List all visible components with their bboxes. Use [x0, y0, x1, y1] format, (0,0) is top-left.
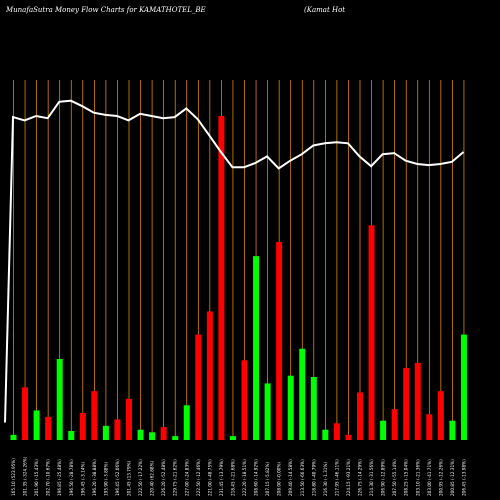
- x-tick-label: 203.10 (-21.36%): [415, 459, 420, 496]
- bar-11: [137, 429, 144, 440]
- x-tick-label: 196.45 (-52.06%): [115, 459, 120, 496]
- bar-39: [460, 334, 467, 440]
- bar-10: [126, 398, 132, 440]
- bar-12: [149, 432, 156, 440]
- x-tick-label: 229.75 (-21.62%): [173, 459, 178, 496]
- x-tick-label: 217.95 (-46.11%): [334, 459, 339, 496]
- bar-29: [345, 434, 352, 440]
- x-tick-label: 207.50 (-55.14%): [392, 459, 397, 496]
- bar-13: [160, 427, 167, 440]
- bar-14: [172, 436, 179, 440]
- x-tick-label: 195.90 (-3.88%): [103, 462, 108, 496]
- x-tick-label: 222.50 (-17.22%): [138, 459, 143, 496]
- x-tick-label: 207.15 (-5.82%): [265, 462, 270, 496]
- bar-18: [218, 116, 225, 440]
- bar-36: [426, 414, 433, 440]
- x-tick-label: 206.45 (-13.98%): [461, 459, 466, 496]
- x-tick-label: 226.75 (-14.29%): [358, 459, 363, 496]
- x-tick-label: 231.45 (-13.79%): [219, 459, 224, 496]
- bar-2: [33, 410, 40, 440]
- bar-8: [102, 425, 109, 440]
- bar-5: [68, 431, 75, 440]
- x-tick-label: 209.40 (-14.58%): [288, 459, 293, 496]
- bar-28: [333, 423, 340, 440]
- bar-7: [91, 391, 98, 440]
- x-tick-label: 221.00 (-48.75%): [207, 459, 212, 496]
- bar-26: [310, 377, 317, 440]
- bar-34: [403, 368, 410, 440]
- bar-32: [380, 420, 387, 440]
- x-tick-label: 196.20 (-38.88%): [92, 459, 97, 496]
- x-tick-label: 222.50 (-12.46%): [196, 459, 201, 496]
- x-tick-label: 201.35 (-324.26%): [23, 456, 28, 496]
- bar-6: [79, 413, 86, 440]
- bar-24: [287, 375, 294, 440]
- x-tick-label: 220.40 (62.88%): [150, 460, 155, 496]
- bar-20: [241, 360, 248, 440]
- x-tick-label: 214.30 (-31.56%): [369, 459, 374, 496]
- x-tick-label: 206.90 (-12.89%): [381, 459, 386, 496]
- bar-31: [368, 225, 375, 440]
- x-tick-label: 226.20 (-52.48%): [161, 459, 166, 496]
- price-line: [4, 99, 465, 423]
- bar-27: [322, 429, 329, 440]
- x-tick-label: 213.50 (-66.63%): [300, 459, 305, 496]
- x-tick-label: 218.80 (-40.79%): [311, 459, 316, 496]
- bar-15: [183, 405, 190, 440]
- bar-19: [229, 436, 236, 440]
- x-tick-label: 196.45 (-3.14%): [80, 462, 85, 496]
- x-tick-label: 208.00 (-0.00%): [277, 462, 282, 496]
- x-tick-label: 196.50 (-28.78%): [69, 459, 74, 496]
- bar-9: [114, 419, 121, 440]
- x-tick-label: 227.00 (-24.83%): [184, 459, 189, 496]
- x-tick-label: 208.25 (-15.04%): [404, 459, 409, 496]
- bar-22: [264, 383, 271, 440]
- bar-17: [206, 311, 213, 440]
- x-tick-label: 208.60 (-14.92%): [254, 459, 259, 496]
- bar-30: [357, 392, 363, 440]
- x-tick-label: 216.30 (-1.31%): [323, 462, 328, 496]
- bar-35: [414, 362, 421, 440]
- bar-38: [449, 420, 456, 440]
- bar-25: [299, 348, 306, 440]
- bar-1: [22, 387, 29, 440]
- chart-subtitle: (Kamat Hot: [304, 6, 346, 14]
- x-tick-label: 201.90 (-15.43%): [34, 459, 39, 496]
- bar-3: [45, 416, 52, 440]
- bar-21: [253, 256, 260, 440]
- x-tick-label: 196.85 (-25.48%): [57, 459, 62, 496]
- x-tick-label: 200.85 (-12.31%): [450, 459, 455, 496]
- bar-23: [276, 242, 283, 440]
- bar-16: [195, 334, 202, 440]
- x-tick-label: 200.95 (-12.26%): [438, 459, 443, 496]
- chart-title: MunafaSutra Money Flow Charts for KAMATH…: [6, 6, 206, 14]
- x-tick-label: 222.20 (-18.51%): [242, 459, 247, 496]
- bar-0: [10, 434, 17, 440]
- x-tick-label: 203.00 (-41.71%): [427, 459, 432, 496]
- bar-33: [391, 409, 398, 440]
- bar-4: [56, 359, 63, 440]
- x-tick-label: 202.70 (-10.67%): [46, 459, 51, 496]
- x-tick-label: 218.45 (-21.68%): [230, 459, 235, 496]
- bar-37: [437, 391, 444, 440]
- x-tick-label: 224.15 (-93.21%): [346, 459, 351, 496]
- x-tick-label: 165.10 (523.95%): [11, 458, 16, 496]
- x-tick-label: 201.45 (13.79%): [127, 460, 132, 496]
